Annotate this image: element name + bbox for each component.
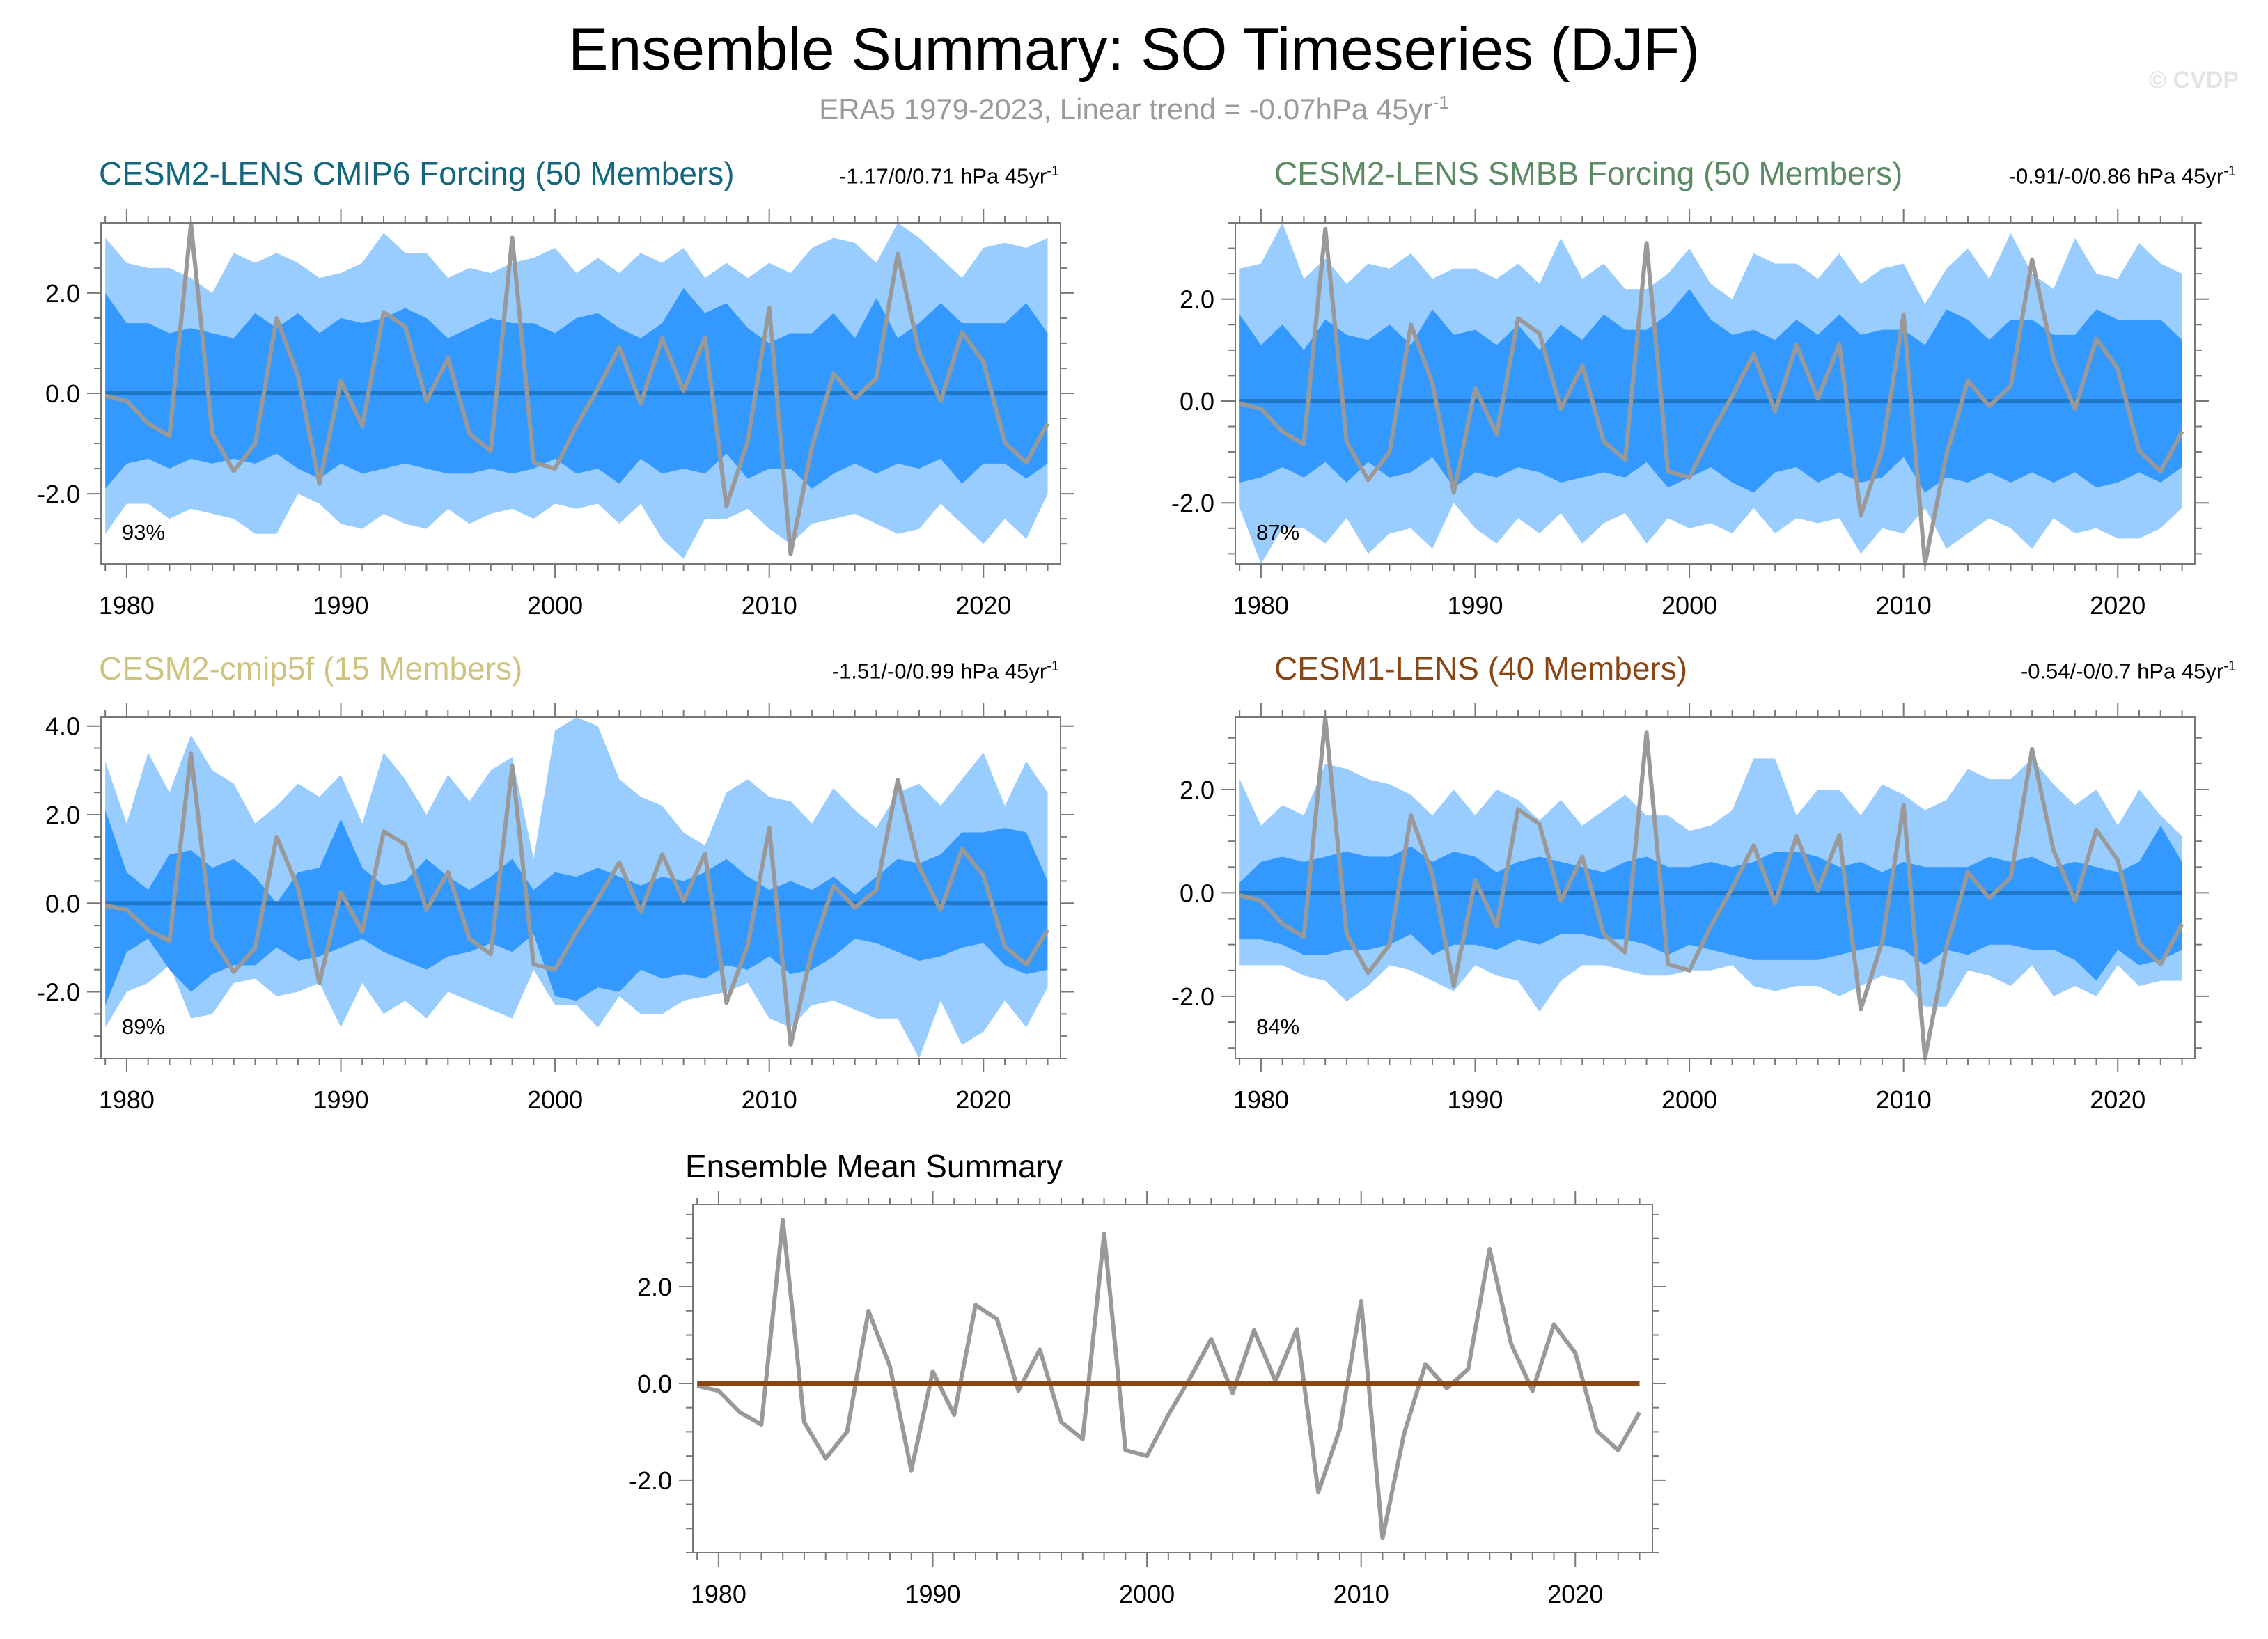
y-tick-label: 2.0	[45, 279, 80, 308]
y-tick-label: 2.0	[1180, 776, 1214, 804]
observed-line	[1239, 716, 2184, 1060]
x-tick-label: 2010	[1876, 591, 1932, 620]
y-tick-label: 2.0	[1180, 285, 1214, 314]
x-tick-label: 2010	[1334, 1580, 1389, 1608]
y-tick-label: -2.0	[1171, 982, 1214, 1011]
x-tick-label: 1990	[313, 591, 368, 620]
panel-3-trend: -1.51/-0/0.99 hPa 45yr-1	[832, 659, 1059, 684]
plot-frame	[100, 716, 1061, 1059]
panel-1-trend-text: -1.17/0/0.71 hPa 45yr	[839, 164, 1047, 189]
observed-line	[104, 751, 1050, 1047]
y-tick-label: 0.0	[637, 1370, 672, 1398]
panel-2-trend-sup: -1	[2223, 164, 2236, 179]
plot-frame	[1235, 716, 2196, 1059]
y-tick-label: 0.0	[45, 889, 80, 918]
x-tick-label: 2020	[1547, 1580, 1603, 1608]
x-tick-label: 2020	[2090, 1085, 2145, 1114]
x-tick-label: 2000	[1119, 1580, 1175, 1608]
y-tick-label: 2.0	[637, 1273, 672, 1301]
panel-2-chart: 1980 1990 2000 2010 2020 -2.0 0.0 2.0 87%	[1171, 209, 2209, 620]
panel-2-title: CESM2-LENS SMBB Forcing (50 Members)	[1274, 155, 1903, 191]
y-tick-label: -2.0	[37, 978, 80, 1007]
y-tick-label: 2.0	[45, 801, 80, 829]
subtitle-text: ERA5 1979-2023, Linear trend = -0.07hPa …	[819, 93, 1433, 125]
x-tick-label: 1990	[905, 1580, 960, 1608]
panel-1-trend-sup: -1	[1047, 164, 1059, 179]
inner-spread-band	[105, 288, 1048, 489]
y-tick-label: 0.0	[1180, 387, 1214, 416]
x-tick-label: 2010	[1876, 1085, 1932, 1114]
x-tick-label: 2020	[955, 591, 1011, 620]
plot-frame	[692, 1204, 1653, 1553]
x-tick-label: 2000	[1661, 1085, 1717, 1114]
x-tick-label: 2020	[2090, 591, 2145, 620]
x-tick-label: 2000	[1661, 591, 1717, 620]
observed-line	[696, 1218, 1642, 1541]
panel-4-chart: 1980 1990 2000 2010 2020 -2.0 0.0 2.0 84%	[1171, 703, 2209, 1114]
panel-2-trend: -0.91/-0/0.86 hPa 45yr-1	[2009, 164, 2236, 189]
observed-line	[104, 221, 1050, 556]
y-tick-label: -2.0	[1171, 489, 1214, 517]
x-tick-label: 1990	[1447, 1085, 1503, 1114]
x-tick-label: 1990	[313, 1085, 368, 1114]
observed-line	[1239, 226, 2184, 566]
percent-label: 89%	[122, 1014, 165, 1039]
panel-4-trend: -0.54/-0/0.7 hPa 45yr-1	[2021, 659, 2236, 684]
panel-4-trend-sup: -1	[2223, 659, 2236, 674]
plot-frame	[1235, 222, 2196, 565]
x-tick-label: 2000	[527, 1085, 583, 1114]
x-tick-label: 1990	[1447, 591, 1503, 620]
x-tick-label: 1980	[99, 591, 155, 620]
y-tick-label: 0.0	[1180, 879, 1214, 907]
x-tick-label: 1980	[1233, 1085, 1289, 1114]
page-subtitle: ERA5 1979-2023, Linear trend = -0.07hPa …	[0, 92, 2268, 126]
y-tick-label: 4.0	[45, 712, 80, 741]
summary-chart: 1980 1990 2000 2010 2020 -2.0 0.0 2.0	[629, 1191, 1666, 1608]
panel-4-title: CESM1-LENS (40 Members)	[1274, 650, 1688, 687]
x-tick-label: 1980	[691, 1580, 746, 1608]
panel-1-title: CESM2-LENS CMIP6 Forcing (50 Members)	[99, 155, 735, 191]
percent-label: 93%	[122, 520, 165, 544]
x-tick-label: 2010	[742, 591, 797, 620]
cvdp-watermark: © CVDP	[2149, 67, 2239, 93]
percent-label: 87%	[1256, 520, 1299, 544]
panel-3-trend-text: -1.51/-0/0.99 hPa 45yr	[831, 659, 1047, 684]
y-tick-label: 0.0	[45, 379, 80, 408]
page-title: Ensemble Summary: SO Timeseries (DJF)	[568, 16, 1700, 83]
inner-spread-band	[1239, 289, 2182, 493]
y-tick-label: -2.0	[37, 480, 80, 508]
subtitle-superscript: -1	[1432, 92, 1449, 113]
y-tick-label: -2.0	[629, 1466, 672, 1495]
percent-label: 84%	[1256, 1014, 1299, 1039]
panel-1-chart: 1980 1990 2000 2010 2020 -2.0 0.0 2.0 93%	[37, 209, 1074, 620]
x-tick-label: 2020	[955, 1085, 1011, 1114]
x-tick-label: 2010	[742, 1085, 797, 1114]
panel-3-chart: 1980 1990 2000 2010 2020 -2.0 0.0 2.0 4.0 89%	[37, 703, 1074, 1114]
x-tick-label: 2000	[527, 591, 583, 620]
panel-4-trend-text: -0.54/-0/0.7 hPa 45yr	[2020, 659, 2224, 684]
panel-3-trend-sup: -1	[1047, 659, 1059, 674]
panel-3-title: CESM2-cmip5f (15 Members)	[99, 650, 523, 687]
x-tick-label: 1980	[99, 1085, 155, 1114]
panel-2-trend-text: -0.91/-0/0.86 hPa 45yr	[2008, 164, 2224, 189]
panel-1-trend: -1.17/0/0.71 hPa 45yr-1	[839, 164, 1059, 189]
summary-title: Ensemble Mean Summary	[685, 1148, 1063, 1184]
x-tick-label: 1980	[1233, 591, 1289, 620]
